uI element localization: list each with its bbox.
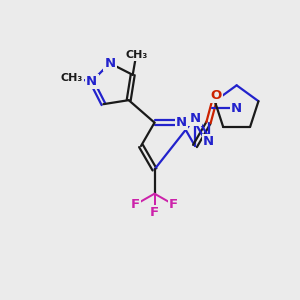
Text: CH₃: CH₃: [61, 73, 83, 83]
Text: N: N: [231, 102, 242, 115]
Text: CH₃: CH₃: [125, 50, 147, 60]
Text: F: F: [169, 198, 178, 211]
Text: F: F: [150, 206, 159, 219]
Text: N: N: [203, 135, 214, 148]
Text: N: N: [104, 57, 116, 70]
Text: N: N: [189, 112, 201, 124]
Text: O: O: [210, 89, 221, 102]
Text: F: F: [131, 198, 140, 211]
Text: N: N: [176, 116, 187, 129]
Text: N: N: [86, 75, 97, 88]
